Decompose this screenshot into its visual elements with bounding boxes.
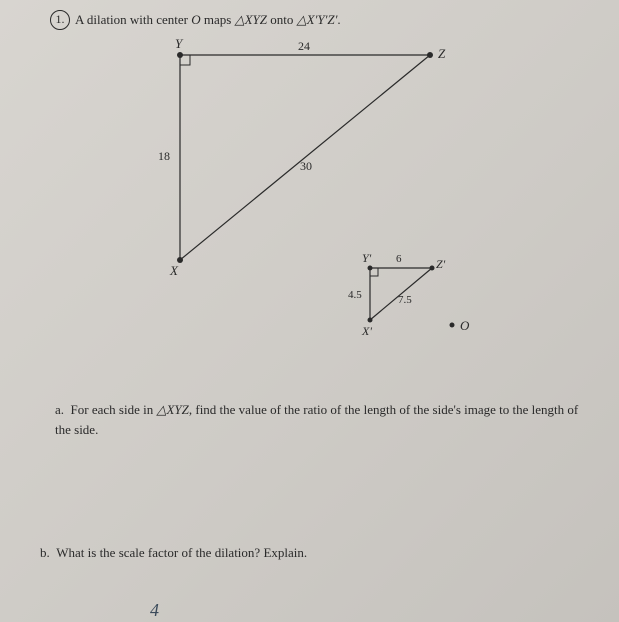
len-xpyp: 4.5 (348, 289, 362, 301)
part-a-letter: a. (55, 402, 64, 417)
handwritten-answer: 4 (150, 600, 159, 621)
part-a-tri: △XYZ (156, 402, 188, 417)
part-a-prefix: For each side in (71, 402, 157, 417)
label-x: X (169, 263, 179, 278)
vertex-z (427, 52, 433, 58)
worksheet-page: 1. A dilation with center O maps △XYZ on… (0, 0, 619, 622)
len-xy: 18 (158, 149, 170, 163)
len-yz: 24 (298, 39, 310, 53)
label-z: Z (438, 46, 446, 61)
part-b-text: What is the scale factor of the dilation… (56, 545, 307, 560)
large-triangle: Y Z X 24 18 30 (158, 36, 446, 278)
len-xpzp: 7.5 (398, 294, 412, 306)
stmt-mid: maps (201, 12, 235, 27)
stmt-prefix: A dilation with center (75, 12, 191, 27)
stmt-tri1: △XYZ (235, 12, 267, 27)
len-xz: 30 (300, 159, 312, 173)
stmt-end: . (337, 12, 340, 27)
label-y: Y (175, 36, 184, 51)
diagram-svg: Y Z X 24 18 30 Y' Z' (100, 40, 500, 360)
vertex-zp (430, 266, 435, 271)
problem-number-circle: 1. (50, 10, 70, 30)
center-o-point (450, 323, 455, 328)
len-ypzp: 6 (396, 253, 402, 265)
label-yp: Y' (362, 251, 372, 265)
vertex-xp (368, 318, 373, 323)
stmt-onto: onto (267, 12, 297, 27)
stmt-center: O (191, 12, 200, 27)
problem-number: 1. (50, 10, 70, 30)
label-o: O (460, 318, 470, 333)
part-a: a. For each side in △XYZ, find the value… (55, 400, 589, 439)
label-zp: Z' (436, 257, 446, 271)
stmt-tri2: △X'Y'Z' (297, 12, 338, 27)
small-triangle: Y' Z' X' 6 4.5 7.5 (348, 251, 446, 338)
part-b: b. What is the scale factor of the dilat… (40, 545, 307, 561)
part-b-letter: b. (40, 545, 50, 560)
vertex-yp (368, 266, 373, 271)
problem-statement: A dilation with center O maps △XYZ onto … (75, 12, 341, 28)
vertex-y (177, 52, 183, 58)
label-xp: X' (361, 324, 372, 338)
geometry-diagram: Y Z X 24 18 30 Y' Z' (100, 40, 500, 360)
side-xz (180, 55, 430, 260)
